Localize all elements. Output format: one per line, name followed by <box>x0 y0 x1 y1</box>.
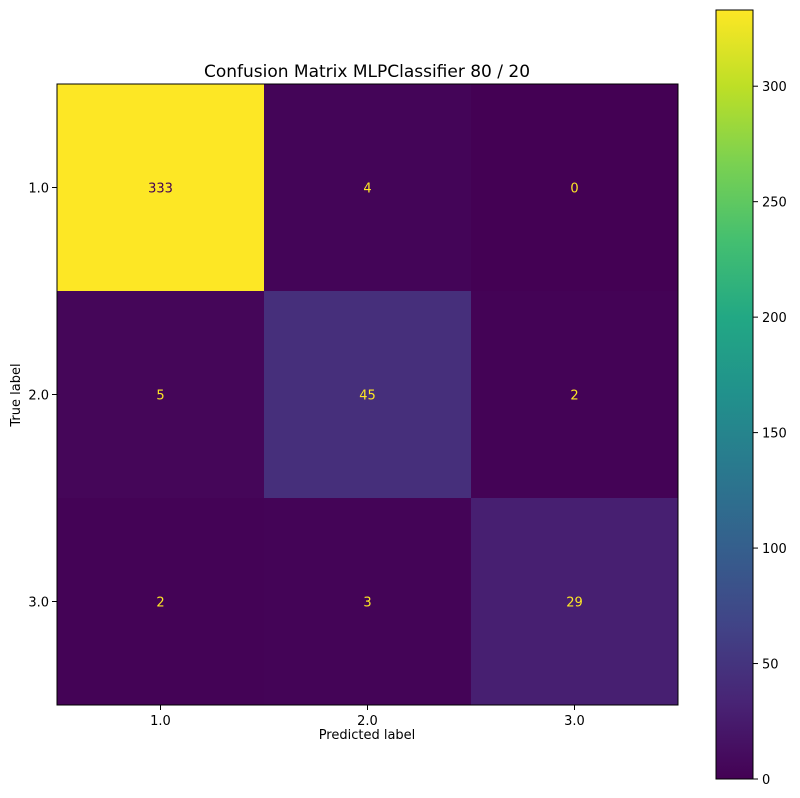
cell-value-label: 2 <box>570 389 578 404</box>
cell-value-label: 2 <box>156 596 164 611</box>
y-tick-label: 3.0 <box>28 596 49 611</box>
colorbar-tick-label: 150 <box>762 427 787 442</box>
colorbar-tick-label: 0 <box>762 773 770 788</box>
x-tick-label: 3.0 <box>564 714 585 729</box>
cell-value-label: 333 <box>148 182 173 197</box>
x-axis-label: Predicted label <box>319 728 416 743</box>
matrix-cell <box>264 291 472 499</box>
x-axis-ticks: 1.0 2.0 3.0 <box>150 705 585 729</box>
y-axis-ticks: 1.0 2.0 3.0 <box>28 182 57 611</box>
colorbar <box>715 9 754 780</box>
y-tick-label: 2.0 <box>28 389 49 404</box>
chart-title: Confusion Matrix MLPClassifier 80 / 20 <box>204 62 530 82</box>
matrix-cell <box>471 498 679 706</box>
matrix-cell <box>57 498 265 706</box>
cell-value-label: 45 <box>359 389 376 404</box>
colorbar-tick-label: 50 <box>762 658 779 673</box>
matrix-cell <box>57 291 265 499</box>
x-tick-label: 1.0 <box>150 714 171 729</box>
matrix-cell <box>471 291 679 499</box>
cell-value-label: 4 <box>363 182 371 197</box>
cell-value-label: 3 <box>363 596 371 611</box>
matrix-cell <box>264 84 472 292</box>
matrix-cell <box>57 84 265 292</box>
matrix-cell <box>264 498 472 706</box>
y-tick-label: 1.0 <box>28 182 49 197</box>
matrix-cell <box>471 84 679 292</box>
cell-value-label: 0 <box>570 182 578 197</box>
colorbar-tick-label: 300 <box>762 80 787 95</box>
y-axis-label: True label <box>9 363 24 427</box>
cell-value-label: 29 <box>566 596 583 611</box>
matrix-cells: 333 4 0 5 45 2 2 3 29 <box>57 84 679 706</box>
colorbar-tick-label: 250 <box>762 196 787 211</box>
cell-value-label: 5 <box>156 389 164 404</box>
colorbar-tick-label: 200 <box>762 311 787 326</box>
colorbar-tick-label: 100 <box>762 542 787 557</box>
colorbar-ticks: 0 50 100 150 200 250 300 <box>753 80 787 788</box>
x-tick-label: 2.0 <box>357 714 378 729</box>
